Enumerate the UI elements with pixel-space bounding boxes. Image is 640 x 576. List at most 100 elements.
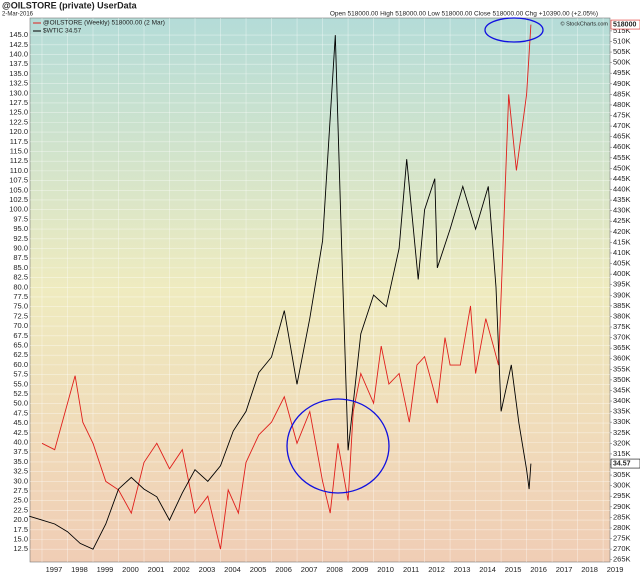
lines [29,24,532,550]
y2-tick-label: 280K [613,523,631,532]
x-tick-label: 2013 [454,565,471,574]
x-tick-label: 2002 [173,565,190,574]
y2-tick-label: 365K [613,343,631,352]
series-line [41,24,532,550]
y-tick-label: 35.0 [13,457,28,466]
y-tick-label: 27.5 [13,486,28,495]
legend-entry: @OILSTORE (Weekly) 518000.00 (2 Mar) [43,20,165,27]
highlight-circle [286,398,390,494]
highlight-circle [484,17,544,43]
y2-tick-label: 450K [613,163,631,172]
x-tick-label: 2003 [199,565,216,574]
y-tick-label: 132.5 [9,79,28,88]
y2-tick-label: 270K [613,544,631,553]
grid [30,18,610,562]
y-tick-label: 57.5 [13,370,28,379]
y2-tick-label: 490K [613,79,631,88]
x-tick-label: 2012 [428,565,445,574]
legend-entry: $WTIC 34.57 [43,28,82,35]
quote: Open 518000.00 High 518000.00 Low 518000… [330,11,598,18]
y2-tick-label: 510K [613,36,631,45]
y2-tick-label: 515K [613,26,631,35]
y2-tick-label: 455K [613,153,631,162]
y2-tick-label: 400K [613,269,631,278]
y-tick-label: 122.5 [9,117,28,126]
y-tick-label: 85.0 [13,263,28,272]
x-tick-label: 1999 [97,565,114,574]
series-line [29,35,532,550]
y-tick-label: 75.0 [13,302,28,311]
y2-tick-label: 480K [613,100,631,109]
y2-tick-label: 420K [613,227,631,236]
y2-tick-label: 295K [613,491,631,500]
y-tick-label: 112.5 [10,156,28,165]
y2-tick-label: 410K [613,248,631,257]
y2-tick-label: 465K [613,132,631,141]
x-tick-label: 1997 [46,565,63,574]
y-tick-label: 97.5 [13,214,28,223]
x-tick-label: 2011 [403,565,419,574]
x-tick-label: 2010 [377,565,394,574]
y-tick-label: 62.5 [13,350,28,359]
y-tick-label: 102.5 [9,195,28,204]
x-tick-label: 2016 [530,565,547,574]
y-tick-label: 125.0 [9,108,28,117]
y-tick-label: 135.0 [9,69,28,78]
y2-tick-label: 500K [613,58,631,67]
y2-tick-label: 315K [613,449,631,458]
x-tick-label: 2004 [224,565,241,574]
y2-tick-label: 290K [613,502,631,511]
x-tick-label: 2019 [607,565,624,574]
y-tick-label: 20.0 [13,515,28,524]
y-tick-label: 92.5 [13,234,28,243]
y2-tick-label: 335K [613,407,631,416]
y-tick-label: 110.0 [10,166,28,175]
y-tick-label: 117.5 [10,137,28,146]
y2-tick-label: 340K [613,396,631,405]
y-tick-label: 127.5 [9,98,28,107]
x-tick-label: 2017 [556,565,573,574]
y2-tick-label: 415K [613,237,631,246]
y-tick-label: 87.5 [13,253,28,262]
y2-tick-label: 440K [613,185,631,194]
y-tick-label: 32.5 [13,467,28,476]
x-tick-label: 2001 [148,565,165,574]
y-tick-label: 25.0 [13,496,28,505]
y-tick-label: 45.0 [13,418,28,427]
y2-tick-label: 330K [613,417,631,426]
y2-tick-label: 460K [613,142,631,151]
y2-tick-label: 445K [613,174,631,183]
subtitle: 2-Mar-2016 [2,12,34,18]
y-tick-label: 55.0 [13,379,28,388]
y-tick-label: 52.5 [13,389,28,398]
y-tick-label: 30.0 [13,476,28,485]
y-tick-label: 137.5 [9,59,28,68]
y2-tick-label: 360K [613,354,631,363]
y-tick-label: 115.0 [10,146,28,155]
y-tick-label: 17.5 [13,525,28,534]
y-tick-label: 37.5 [13,447,28,456]
y2-tick-label: 405K [613,259,631,268]
last-value-label: 518000 [613,21,636,28]
y-tick-label: 15.0 [13,534,28,543]
y2-tick-label: 325K [613,428,631,437]
y-tick-label: 90.0 [13,243,28,252]
y2-tick-label: 320K [613,438,631,447]
credit: © StockCharts.com [561,20,609,27]
x-tick-label: 2007 [301,565,318,574]
y-tick-label: 22.5 [13,505,28,514]
y2-tick-label: 375K [613,322,631,331]
y-tick-label: 142.5 [9,40,28,49]
y-tick-label: 72.5 [13,311,28,320]
last-value-badge [610,19,640,30]
y2-tick-label: 265K [613,555,631,564]
y-tick-label: 67.5 [13,331,28,340]
last-value-badge [610,458,640,469]
x-tick-label: 2015 [505,565,522,574]
y-tick-label: 65.0 [13,340,28,349]
y2-tick-label: 305K [613,470,631,479]
y-tick-label: 82.5 [13,273,28,282]
x-tick-label: 2018 [581,565,598,574]
